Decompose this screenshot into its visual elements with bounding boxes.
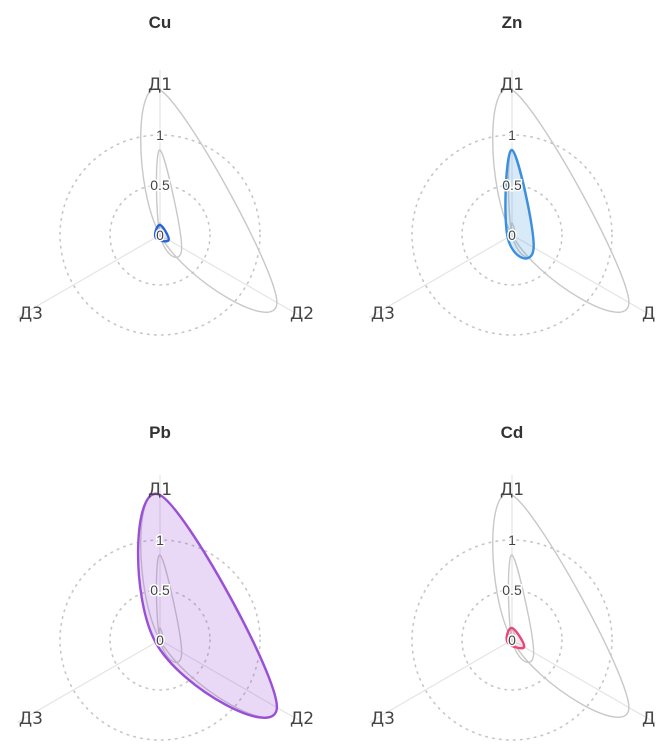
series-shape-cd: [505, 626, 526, 650]
axis-label: Д2: [642, 709, 656, 729]
axis-label: Д2: [290, 304, 314, 324]
axis-spoke: [16, 639, 161, 724]
background-series-line: [155, 554, 183, 664]
radial-tick-label: 1: [508, 127, 516, 143]
background-series-line: [140, 87, 278, 313]
background-series-line: [155, 149, 183, 259]
background-series-line: [510, 627, 518, 645]
radial-tick-label: 1: [156, 532, 164, 548]
background-series-line: [492, 87, 630, 313]
radar-panel-cu: Cu 0 0.5 1 Д1 Д2 Д3: [16, 13, 314, 336]
axis-spoke: [16, 234, 161, 319]
axis-label: Д3: [19, 709, 43, 729]
axis-label: Д3: [371, 304, 395, 324]
radar-panel-cd: Cd 0 0.5 1 Д1 Д2 Д3: [368, 423, 656, 741]
background-series-line: [507, 554, 535, 664]
axis-label: Д1: [148, 480, 172, 500]
radar-panel-pb: Pb 0 0.5 1 Д1 Д2 Д3: [16, 423, 314, 741]
radial-tick-label: 0: [156, 227, 164, 243]
radial-tick-label: 0: [156, 632, 164, 648]
panel-title: Cu: [149, 13, 172, 32]
axis-spoke: [511, 234, 656, 319]
series-shape-zn: [504, 148, 535, 260]
axis-label: Д1: [148, 75, 172, 95]
panel-title: Zn: [502, 13, 523, 32]
radar-panel-zn: Zn 0 0.5 1 Д1 Д2 Д3: [368, 13, 656, 336]
axis-spoke: [368, 639, 513, 724]
background-series-line: [158, 627, 166, 645]
radial-tick-label: 0.5: [150, 582, 170, 598]
radial-tick-label: 0.5: [502, 582, 522, 598]
axis-label: Д2: [642, 304, 656, 324]
grid-circle-half: [461, 589, 563, 691]
panel-title: Cd: [501, 423, 524, 442]
axis-label: Д3: [19, 304, 43, 324]
axis-spoke: [159, 234, 304, 319]
grid-circle-half: [109, 589, 211, 691]
axis-label: Д2: [290, 709, 314, 729]
axis-spoke: [511, 639, 656, 724]
axis-label: Д1: [500, 480, 524, 500]
grid-circle-half: [461, 184, 563, 286]
background-series-line: [492, 492, 630, 718]
axis-label: Д1: [500, 75, 524, 95]
grid-circle-half: [109, 184, 211, 286]
axis-spoke: [368, 234, 513, 319]
radial-tick-label: 0: [508, 632, 516, 648]
series-shape-pb: [136, 492, 279, 719]
background-series-line: [158, 222, 166, 240]
radial-tick-label: 0.5: [502, 177, 522, 193]
background-series-line: [510, 222, 518, 240]
series-shape-cu: [153, 223, 170, 243]
axis-label: Д3: [371, 709, 395, 729]
radial-tick-label: 0: [508, 227, 516, 243]
panel-title: Pb: [149, 423, 171, 442]
radial-tick-label: 1: [508, 532, 516, 548]
radial-tick-label: 0.5: [150, 177, 170, 193]
axis-spoke: [159, 639, 304, 724]
radial-tick-label: 1: [156, 127, 164, 143]
